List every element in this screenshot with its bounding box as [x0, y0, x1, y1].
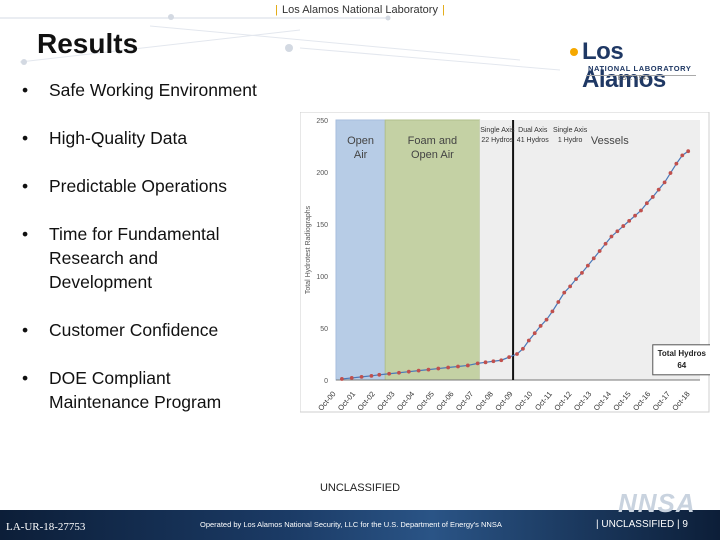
chart-region [479, 120, 700, 380]
total-hydros-box [652, 344, 710, 376]
logo-subtitle: NATIONAL LABORATORY [588, 64, 692, 73]
data-point [521, 346, 525, 351]
y-tick-label: 200 [316, 170, 328, 177]
nnsa-logo: NNSA [618, 488, 696, 518]
region-label: Open [347, 135, 374, 147]
data-point [397, 370, 401, 375]
data-point [609, 234, 614, 239]
data-point [656, 187, 661, 192]
chart-region [384, 119, 481, 381]
hydrotest-chart: Open Air Foam and Open Air Vessels 0 50 100 150 2… [300, 112, 710, 413]
decorative-lines [0, 14, 561, 71]
logo-est: EST. 1943 [618, 76, 651, 82]
lab-name: Los Alamos National Laboratory [282, 4, 438, 16]
data-point [562, 290, 567, 295]
document-id: LA-UR-18-27753 [6, 521, 86, 533]
data-point [556, 300, 561, 304]
data-point [574, 277, 578, 282]
data-point [674, 161, 679, 166]
data-point [526, 338, 531, 343]
y-tick-label: 100 [316, 274, 328, 281]
data-point [349, 376, 354, 380]
footer-bar [0, 510, 720, 540]
chart-region [335, 119, 386, 381]
logo-dot-icon [570, 48, 578, 56]
data-point [603, 241, 608, 246]
chart-annotation: Single Axis [553, 127, 588, 134]
data-point [591, 256, 596, 261]
region-label: Vessels [591, 135, 629, 147]
data-point [491, 359, 496, 364]
y-tick-label: 150 [316, 222, 328, 229]
data-point [515, 352, 519, 356]
data-point [621, 224, 626, 228]
data-point [446, 365, 451, 370]
data-point [585, 263, 590, 268]
data-point [426, 367, 431, 372]
data-point [633, 213, 637, 218]
y-tick-label: 0 [324, 378, 328, 385]
data-point [568, 284, 573, 289]
region-label: Open Air [411, 149, 454, 161]
data-point [662, 180, 667, 185]
data-point [499, 358, 504, 363]
chart-annotation: 1 Hydro [558, 137, 583, 144]
data-point [369, 373, 374, 378]
data-point [538, 324, 543, 328]
lab-header: | Los Alamos National Laboratory | [275, 4, 445, 16]
chart-annotation: Dual Axis [518, 127, 548, 134]
los-alamos-logo: Los Alamos NATIONAL LABORATORY EST. 1943 [560, 38, 710, 93]
data-point [550, 309, 555, 314]
data-point [377, 372, 382, 377]
data-point [456, 364, 460, 369]
data-point [686, 149, 691, 154]
data-point [597, 249, 602, 253]
chart-annotation: 22 Hydros [481, 137, 513, 144]
data-point [580, 270, 584, 275]
operated-by-text: Operated by Los Alamos National Security… [200, 520, 502, 529]
region-label: Foam and [408, 135, 458, 147]
data-point [406, 369, 411, 374]
logo-name: Los Alamos [582, 38, 666, 93]
data-point [359, 374, 364, 379]
data-point [544, 317, 549, 322]
chart-annotation: 41 Hydros [517, 137, 549, 144]
data-point [465, 363, 470, 368]
data-point [507, 355, 512, 360]
data-point [416, 368, 421, 373]
footer-classification: | UNCLASSIFIED | 9 [596, 519, 688, 530]
data-point [668, 171, 673, 175]
data-point [644, 201, 649, 206]
data-point [340, 377, 344, 381]
data-point [532, 331, 537, 336]
region-label: Air [354, 149, 368, 161]
chart-annotation: Single Axis [480, 127, 515, 134]
y-axis-label: Total Hydrotest Radiographs [305, 205, 312, 294]
total-hydros-title: Total Hydros [658, 349, 707, 358]
total-hydros-value: 64 [677, 361, 686, 370]
data-point [650, 195, 655, 199]
data-point [639, 208, 643, 213]
data-point [680, 153, 685, 158]
data-point [475, 361, 480, 366]
y-tick-label: 250 [316, 118, 328, 125]
data-point [615, 229, 620, 234]
data-point [436, 366, 441, 371]
y-tick-label: 50 [320, 326, 328, 333]
data-point [627, 218, 632, 223]
slide-title: Results [37, 28, 139, 59]
classification-label: UNCLASSIFIED [319, 482, 401, 494]
data-point [483, 360, 488, 365]
data-point [387, 371, 392, 376]
